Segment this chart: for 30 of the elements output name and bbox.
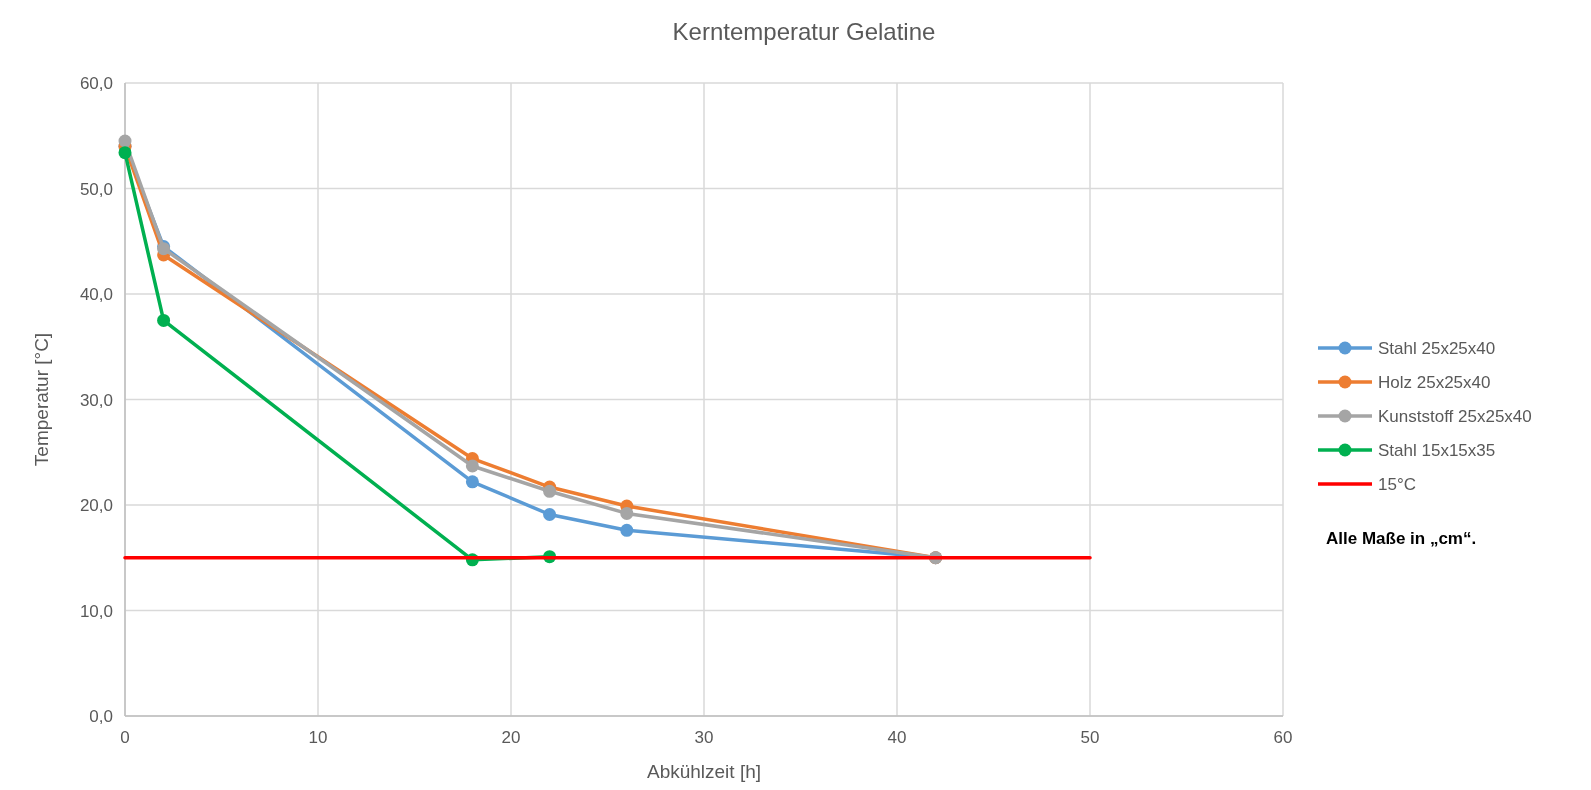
point <box>157 313 171 327</box>
x-tick-label: 30 <box>694 728 714 747</box>
legend-label: Holz 25x25x40 <box>1378 373 1491 392</box>
point <box>465 475 479 489</box>
point <box>465 459 479 473</box>
point <box>620 523 634 537</box>
point <box>543 508 557 521</box>
y-tick-label: 0,0 <box>89 707 113 726</box>
legend-label: Stahl 15x15x35 <box>1378 441 1496 460</box>
x-tick-label: 0 <box>120 728 130 747</box>
y-tick-label: 30,0 <box>79 390 113 410</box>
text: Alle Maße in „cm“. <box>1326 529 1477 548</box>
y-tick-label: 10,0 <box>79 601 113 621</box>
x-tick-label: 10 <box>308 728 328 747</box>
y-tick-label: 60,0 <box>79 74 113 93</box>
y-tick-label: 40,0 <box>79 285 113 304</box>
chart-title: Kerntemperatur Gelatine <box>672 18 936 45</box>
x-tick-label: 50 <box>1080 728 1100 747</box>
x-tick-label: 40 <box>887 728 907 747</box>
y-tick-label: 50,0 <box>79 179 113 199</box>
point <box>543 484 557 498</box>
point <box>620 506 634 520</box>
y-tick-label: 20,0 <box>79 496 113 515</box>
legend-label: Stahl 25x25x40 <box>1378 339 1496 358</box>
x-tick-label: 20 <box>501 728 521 747</box>
x-tick-label: 60 <box>1273 728 1293 747</box>
y-axis-title: Temperatur [°C] <box>31 332 52 467</box>
legend-label: Kunststoff 25x25x40 <box>1378 407 1532 426</box>
legend-label: 15°C <box>1378 475 1416 494</box>
x-axis-title: Abkühlzeit [h] <box>646 761 762 782</box>
